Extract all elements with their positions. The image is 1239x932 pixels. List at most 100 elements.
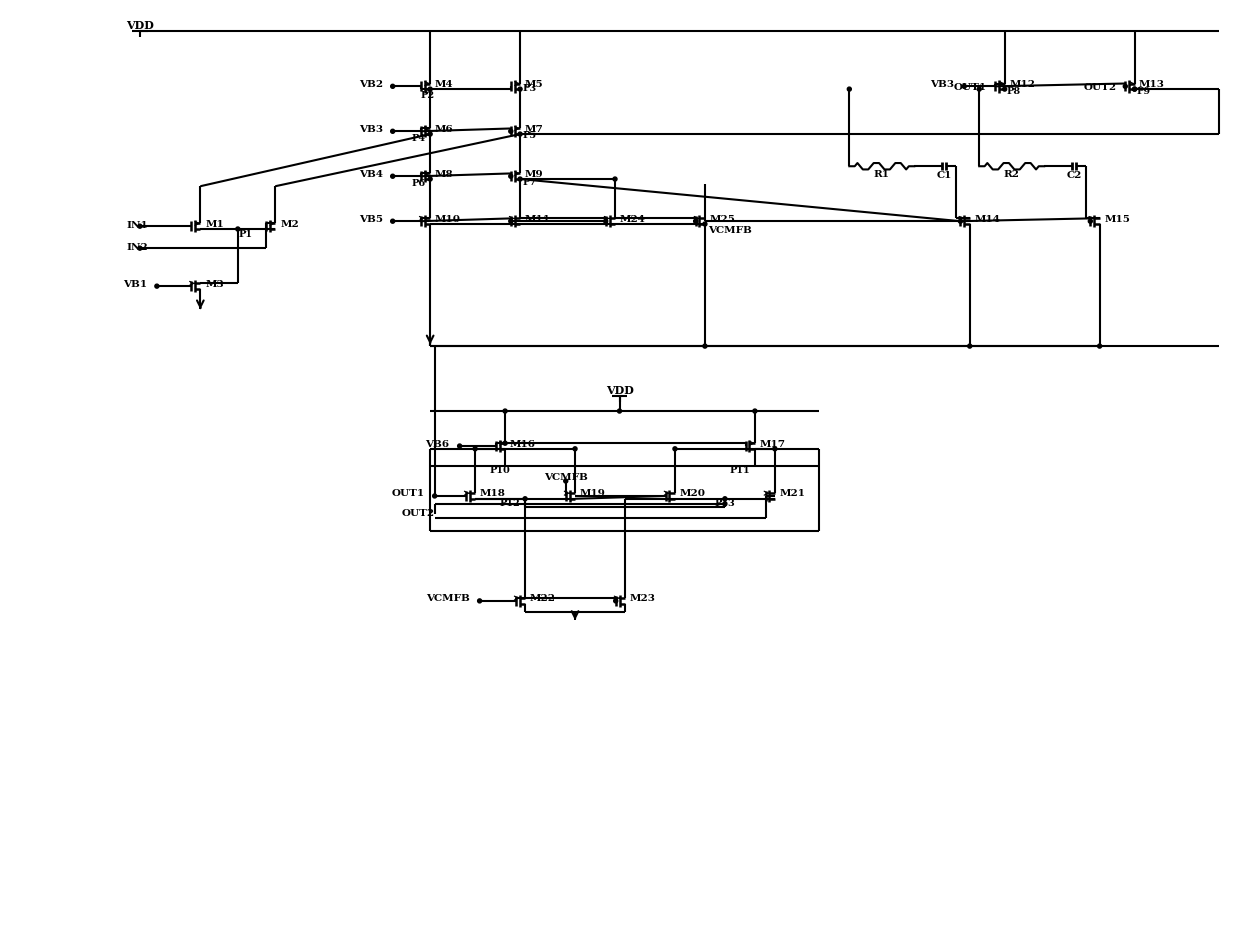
Text: VB1: VB1 [123, 280, 147, 289]
Circle shape [968, 344, 971, 348]
Text: VDD: VDD [126, 20, 154, 31]
Text: VDD: VDD [606, 385, 633, 395]
Text: M15: M15 [1104, 214, 1130, 224]
Circle shape [390, 130, 395, 133]
Circle shape [457, 444, 462, 448]
Text: M11: M11 [524, 214, 550, 224]
Circle shape [603, 219, 607, 223]
Circle shape [473, 446, 477, 451]
Text: P13: P13 [715, 500, 735, 508]
Circle shape [1132, 87, 1136, 91]
Circle shape [477, 599, 482, 603]
Text: C2: C2 [1067, 171, 1082, 180]
Circle shape [503, 409, 507, 413]
Text: M17: M17 [760, 440, 786, 448]
Circle shape [155, 284, 159, 288]
Circle shape [509, 219, 513, 223]
Text: M25: M25 [710, 214, 735, 224]
Circle shape [429, 132, 432, 136]
Circle shape [518, 177, 522, 181]
Circle shape [429, 177, 432, 181]
Circle shape [564, 479, 567, 483]
Text: M9: M9 [524, 170, 543, 179]
Circle shape [432, 494, 436, 498]
Text: VB3: VB3 [359, 125, 383, 134]
Text: R2: R2 [1004, 171, 1020, 179]
Circle shape [390, 219, 395, 223]
Text: P3: P3 [522, 84, 536, 92]
Text: P6: P6 [411, 179, 425, 187]
Circle shape [390, 174, 395, 178]
Circle shape [963, 84, 966, 89]
Text: M5: M5 [524, 80, 543, 89]
Text: P12: P12 [499, 500, 520, 508]
Text: M3: M3 [206, 281, 224, 289]
Circle shape [722, 497, 727, 500]
Text: M6: M6 [435, 125, 453, 134]
Circle shape [138, 246, 142, 250]
Circle shape [722, 501, 727, 506]
Circle shape [847, 87, 851, 91]
Text: P2: P2 [420, 91, 434, 100]
Text: OUT2: OUT2 [1083, 83, 1116, 91]
Circle shape [703, 344, 707, 348]
Text: OUT2: OUT2 [401, 509, 435, 518]
Text: M21: M21 [779, 489, 805, 499]
Text: M1: M1 [206, 220, 224, 229]
Circle shape [1124, 84, 1127, 89]
Text: P8: P8 [1006, 87, 1020, 96]
Text: M14: M14 [974, 214, 1000, 224]
Circle shape [509, 130, 513, 133]
Circle shape [235, 227, 240, 231]
Text: M18: M18 [479, 489, 506, 499]
Text: R1: R1 [873, 171, 890, 179]
Circle shape [703, 222, 707, 226]
Text: OUT1: OUT1 [392, 489, 425, 499]
Circle shape [1002, 87, 1006, 91]
Text: P1: P1 [239, 230, 253, 239]
Text: M22: M22 [529, 595, 555, 603]
Text: M2: M2 [281, 220, 300, 229]
Circle shape [518, 132, 522, 136]
Circle shape [509, 174, 513, 178]
Circle shape [1132, 87, 1136, 91]
Text: M10: M10 [435, 214, 461, 224]
Text: M16: M16 [509, 440, 535, 448]
Text: OUT1: OUT1 [954, 83, 986, 91]
Text: M12: M12 [1010, 80, 1036, 89]
Text: IN2: IN2 [126, 242, 149, 252]
Circle shape [1098, 344, 1101, 348]
Text: M8: M8 [435, 170, 453, 179]
Circle shape [959, 219, 963, 223]
Circle shape [617, 409, 622, 413]
Text: C1: C1 [937, 171, 952, 180]
Text: P9: P9 [1136, 87, 1150, 96]
Text: P7: P7 [522, 177, 536, 186]
Circle shape [503, 441, 507, 445]
Circle shape [390, 84, 395, 89]
Text: VCMFB: VCMFB [707, 226, 752, 236]
Text: P10: P10 [489, 467, 510, 475]
Text: VB2: VB2 [358, 80, 383, 89]
Text: M19: M19 [580, 489, 606, 499]
Circle shape [694, 219, 698, 223]
Text: IN1: IN1 [126, 221, 149, 229]
Circle shape [429, 87, 432, 91]
Circle shape [613, 599, 618, 603]
Text: M24: M24 [620, 214, 646, 224]
Circle shape [523, 497, 527, 500]
Text: P5: P5 [522, 130, 536, 140]
Text: VCMFB: VCMFB [544, 473, 587, 483]
Text: M13: M13 [1139, 80, 1165, 89]
Text: M20: M20 [679, 489, 705, 499]
Text: VCMFB: VCMFB [426, 595, 470, 603]
Circle shape [613, 177, 617, 181]
Text: VB3: VB3 [930, 80, 954, 89]
Circle shape [753, 409, 757, 413]
Text: P11: P11 [729, 467, 750, 475]
Circle shape [1088, 219, 1093, 223]
Circle shape [518, 87, 522, 91]
Circle shape [572, 446, 577, 451]
Text: VB4: VB4 [359, 170, 383, 179]
Circle shape [138, 225, 142, 228]
